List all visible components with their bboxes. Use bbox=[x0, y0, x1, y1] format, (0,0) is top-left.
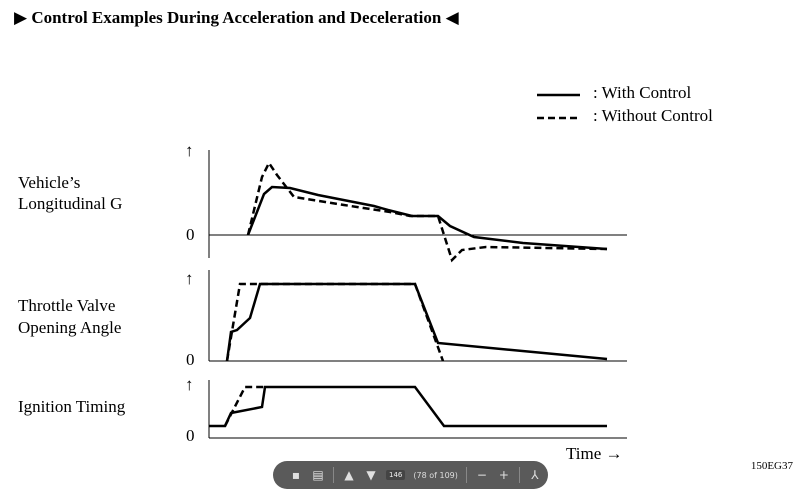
page-title: ▶ Control Examples During Acceleration a… bbox=[14, 8, 459, 27]
x-axis-label: Time → bbox=[566, 444, 623, 463]
panel3-with-control-line bbox=[209, 385, 607, 428]
page-count: (78 of 109) bbox=[413, 470, 458, 480]
zoom-in-icon[interactable]: + bbox=[498, 468, 509, 482]
panel2-without-control-line bbox=[225, 282, 445, 362]
panel3-zero-label: 0 bbox=[186, 426, 195, 445]
panel1-without-control-line bbox=[246, 160, 608, 263]
panel1-with-control-line bbox=[246, 185, 608, 251]
panel3-without-control-line bbox=[223, 385, 265, 427]
panel1-label-line1: Vehicle’s bbox=[18, 173, 81, 192]
panel3-up-arrow: ↑ bbox=[185, 375, 194, 394]
legend-with-control-label: : With Control bbox=[593, 83, 692, 102]
panel3-label-line1: Ignition Timing bbox=[18, 397, 126, 416]
save-icon[interactable]: ▪ bbox=[291, 468, 301, 482]
print-icon[interactable]: ▤ bbox=[312, 468, 324, 482]
acrobat-icon[interactable]: ⅄ bbox=[531, 468, 539, 482]
panel2-up-arrow: ↑ bbox=[185, 269, 194, 288]
previous-page-icon[interactable]: ▲ bbox=[344, 468, 354, 482]
toolbar-divider bbox=[333, 467, 334, 483]
figure-code: 150EG37 bbox=[750, 460, 793, 472]
toolbar-divider bbox=[465, 467, 467, 483]
zoom-out-icon[interactable]: − bbox=[476, 468, 487, 482]
panel2-with-control-line bbox=[225, 282, 608, 362]
panel2-label-line2: Opening Angle bbox=[18, 318, 122, 337]
pdf-toolbar: ▪ ▤ ▲ ▼ 146 (78 of 109) − + ⅄ bbox=[273, 461, 548, 489]
page-number-input[interactable]: 146 bbox=[386, 470, 406, 480]
next-page-icon[interactable]: ▼ bbox=[366, 468, 376, 482]
panel2-zero-label: 0 bbox=[186, 350, 195, 369]
toolbar-divider bbox=[518, 467, 520, 483]
panel1-zero-label: 0 bbox=[186, 225, 195, 244]
panel1-label-line2: Longitudinal G bbox=[18, 194, 123, 213]
legend-without-control-label: : Without Control bbox=[593, 106, 713, 125]
panel1-up-arrow: ↑ bbox=[185, 141, 194, 160]
panel2-label-line1: Throttle Valve bbox=[18, 296, 116, 315]
